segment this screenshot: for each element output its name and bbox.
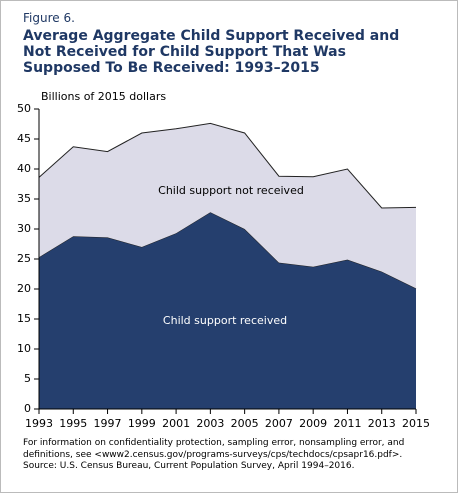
source: Source: U.S. Census Bureau, Current Popu…: [23, 461, 355, 471]
x-tick-label: 2007: [265, 417, 293, 430]
y-tick-label: 20: [17, 282, 31, 295]
y-tick-label: 0: [24, 402, 31, 415]
x-tick-label: 2009: [299, 417, 327, 430]
x-tick-label: 1993: [25, 417, 53, 430]
y-axis-label: Billions of 2015 dollars: [41, 90, 166, 103]
y-tick-label: 10: [17, 342, 31, 355]
note: For information on confidentiality prote…: [23, 438, 405, 460]
figure-label: Figure 6.: [23, 11, 75, 25]
footnote: For information on confidentiality prote…: [23, 438, 443, 473]
x-tick-label: 2003: [196, 417, 224, 430]
x-tick-label: 1995: [59, 417, 87, 430]
chart: Billions of 2015 dollars Child support n…: [17, 90, 430, 430]
y-tick-label: 30: [17, 222, 31, 235]
x-tick-label: 2013: [368, 417, 396, 430]
y-tick-label: 40: [17, 162, 31, 175]
y-tick-label: 5: [24, 372, 31, 385]
y-tick-label: 35: [17, 192, 31, 205]
y-tick-label: 45: [17, 132, 31, 145]
y-tick-label: 25: [17, 252, 31, 265]
x-tick-label: 2005: [231, 417, 259, 430]
x-tick-label: 2015: [402, 417, 430, 430]
x-tick-label: 1999: [128, 417, 156, 430]
area-edge: [38, 122, 417, 209]
area: [39, 212, 416, 409]
x-tick-label: 1997: [94, 417, 122, 430]
x-tick-label: 2011: [333, 417, 361, 430]
y-tick-label: 50: [17, 102, 31, 115]
y-tick-label: 15: [17, 312, 31, 325]
area: [39, 123, 416, 289]
series-label: Child support not received: [158, 184, 304, 197]
chart-title: Average Aggregate Child Support Received…: [23, 28, 400, 76]
x-tick-label: 2001: [162, 417, 190, 430]
series-label: Child support received: [163, 314, 287, 327]
